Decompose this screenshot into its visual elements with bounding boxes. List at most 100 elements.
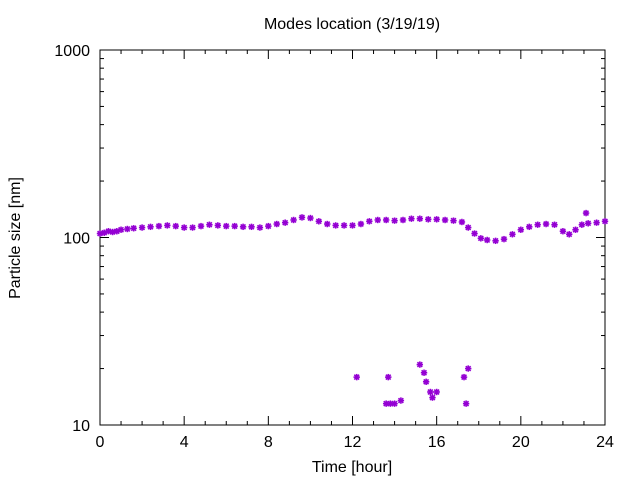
point-stroke bbox=[307, 215, 314, 222]
data-point bbox=[124, 225, 131, 233]
point-stroke bbox=[282, 219, 289, 226]
point-stroke bbox=[385, 374, 392, 381]
point-stroke bbox=[501, 236, 507, 243]
data-point bbox=[542, 220, 550, 228]
data-point bbox=[427, 388, 434, 396]
point-stroke bbox=[416, 215, 423, 222]
point-stroke bbox=[433, 216, 440, 223]
point-stroke bbox=[109, 229, 116, 235]
point-stroke bbox=[198, 223, 204, 230]
point-stroke bbox=[509, 231, 516, 238]
point-stroke bbox=[315, 218, 322, 225]
point-stroke bbox=[484, 237, 491, 243]
point-stroke bbox=[465, 365, 472, 372]
point-stroke bbox=[429, 394, 436, 401]
point-stroke bbox=[341, 222, 348, 229]
point-stroke bbox=[105, 228, 112, 235]
point-stroke bbox=[566, 231, 573, 238]
data-point bbox=[420, 369, 428, 376]
data-point bbox=[429, 394, 436, 401]
data-point bbox=[450, 217, 457, 224]
data-point bbox=[248, 223, 255, 231]
point-stroke bbox=[477, 235, 484, 242]
point-stroke bbox=[265, 223, 272, 230]
data-point bbox=[462, 400, 470, 407]
point-stroke bbox=[273, 221, 280, 227]
point-stroke bbox=[366, 218, 373, 225]
data-point bbox=[465, 224, 472, 231]
data-point bbox=[353, 373, 360, 381]
point-stroke bbox=[353, 374, 360, 381]
point-stroke bbox=[427, 389, 434, 395]
point-stroke bbox=[391, 400, 398, 407]
data-point bbox=[601, 218, 609, 225]
data-point bbox=[155, 222, 163, 230]
data-points bbox=[96, 209, 609, 407]
point-stroke bbox=[332, 222, 339, 229]
x-tick-label: 12 bbox=[344, 434, 362, 451]
data-point bbox=[357, 220, 365, 228]
point-stroke bbox=[383, 217, 390, 223]
point-stroke bbox=[442, 217, 449, 223]
data-point bbox=[465, 365, 472, 372]
data-point bbox=[483, 236, 491, 244]
data-point bbox=[366, 218, 373, 225]
data-point bbox=[109, 228, 116, 236]
x-tick-label: 4 bbox=[180, 434, 189, 451]
data-point bbox=[256, 224, 264, 231]
data-point bbox=[399, 216, 407, 224]
data-point bbox=[206, 221, 213, 228]
y-tick-label: 100 bbox=[63, 231, 90, 248]
data-point bbox=[117, 226, 125, 233]
data-point bbox=[382, 216, 390, 224]
data-point bbox=[509, 231, 516, 238]
data-point bbox=[433, 216, 440, 223]
point-stroke bbox=[458, 219, 465, 225]
point-stroke bbox=[593, 219, 600, 226]
point-stroke bbox=[181, 224, 188, 231]
point-stroke bbox=[543, 221, 550, 227]
data-point bbox=[290, 216, 297, 224]
data-point bbox=[397, 397, 405, 404]
data-point bbox=[582, 209, 590, 217]
plot-frame bbox=[99, 49, 606, 426]
point-stroke bbox=[155, 223, 162, 230]
point-stroke bbox=[147, 223, 154, 230]
point-stroke bbox=[97, 230, 103, 237]
point-stroke bbox=[463, 400, 470, 407]
data-point bbox=[408, 215, 415, 222]
x-tick-label: 20 bbox=[512, 434, 530, 451]
data-point bbox=[273, 220, 280, 228]
data-point bbox=[441, 216, 449, 224]
x-tick-label: 8 bbox=[264, 434, 273, 451]
data-point bbox=[324, 220, 331, 228]
point-stroke bbox=[534, 221, 541, 228]
point-stroke bbox=[421, 369, 428, 376]
data-point bbox=[130, 225, 137, 232]
data-point bbox=[492, 237, 499, 245]
point-stroke bbox=[578, 221, 585, 228]
data-point bbox=[391, 217, 398, 224]
point-stroke bbox=[164, 222, 171, 229]
data-point bbox=[239, 223, 247, 231]
data-point bbox=[477, 235, 485, 242]
data-point bbox=[500, 235, 508, 243]
point-stroke bbox=[324, 221, 331, 227]
point-stroke bbox=[349, 222, 356, 229]
x-axis-label: Time [hour] bbox=[312, 459, 392, 476]
data-point bbox=[422, 378, 430, 385]
data-point bbox=[315, 218, 323, 225]
point-stroke bbox=[400, 217, 406, 223]
point-stroke bbox=[172, 223, 179, 230]
axes: 0 4 8 12 16 20 24 10 100 1000 bbox=[54, 43, 614, 451]
data-point bbox=[566, 231, 573, 238]
data-point bbox=[391, 400, 398, 407]
data-point bbox=[385, 373, 392, 381]
data-point bbox=[534, 221, 541, 228]
point-stroke bbox=[471, 230, 478, 237]
data-point bbox=[189, 224, 196, 231]
point-stroke bbox=[461, 374, 467, 381]
point-stroke bbox=[248, 223, 255, 230]
x-tick-label: 0 bbox=[96, 434, 105, 451]
